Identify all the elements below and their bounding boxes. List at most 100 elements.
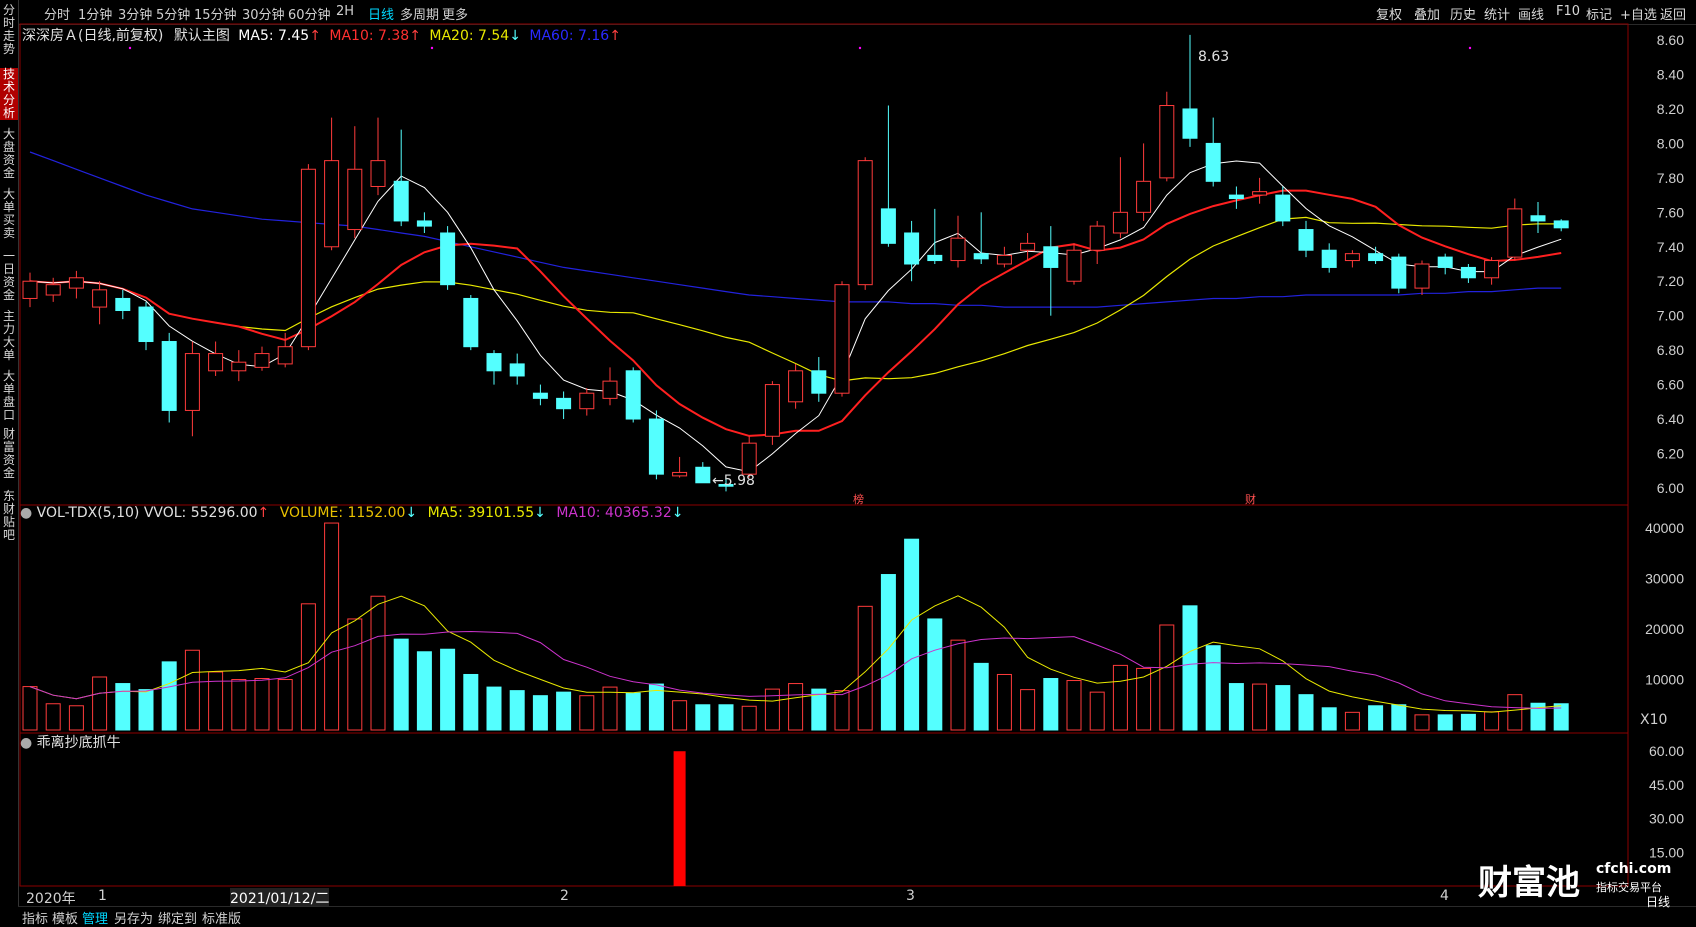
logo-site: cfchi.com xyxy=(1596,861,1672,877)
period-tab[interactable]: 30分钟 xyxy=(242,8,285,23)
tool-button[interactable]: 返回 xyxy=(1660,8,1687,23)
indicator-name[interactable]: 乖离抄底抓牛 xyxy=(36,735,121,751)
side-tab[interactable]: 大单盘口 xyxy=(2,369,15,422)
candle-down xyxy=(486,353,502,372)
candle-down xyxy=(161,341,177,411)
bottom-toolbar: 指标 模板 管理 另存为 绑定到 标准版 xyxy=(18,906,1696,927)
tool-button[interactable]: 历史 xyxy=(1450,8,1477,23)
candle-up xyxy=(950,237,966,262)
volume-bar xyxy=(370,595,386,731)
candle-down xyxy=(880,208,896,244)
tool-button[interactable]: 标记 xyxy=(1586,8,1613,23)
marker-dot xyxy=(858,46,862,50)
candle-up xyxy=(45,284,61,296)
side-tab[interactable]: 一日资金 xyxy=(2,249,15,302)
period-tab[interactable]: 多周期 xyxy=(400,8,440,23)
candle-up xyxy=(277,346,293,365)
volume-bar xyxy=(463,673,479,731)
candle-down xyxy=(625,370,641,420)
tool-button[interactable]: 画线 xyxy=(1518,8,1545,23)
tool-button[interactable]: 统计 xyxy=(1484,8,1511,23)
template-name[interactable]: 默认主图 xyxy=(173,28,230,44)
candle-up xyxy=(857,160,873,286)
tool-button[interactable]: +自选 xyxy=(1620,8,1657,23)
side-tab[interactable]: 大单买卖 xyxy=(2,187,15,240)
indicator-axis-tick: 60.00 xyxy=(1649,743,1684,759)
volume-ma10-line xyxy=(29,630,1562,709)
side-tab[interactable]: 东财贴吧 xyxy=(2,489,15,542)
candle-up xyxy=(834,284,850,394)
volume-axis-tick: 20000 xyxy=(1645,621,1684,637)
price-axis-tick: 8.20 xyxy=(1657,101,1684,117)
tool-button[interactable]: F10 xyxy=(1556,4,1581,19)
bottom-menu-item[interactable]: 另存为 xyxy=(114,912,154,927)
bottom-menu-item[interactable]: 指标 xyxy=(22,912,49,927)
side-tab[interactable]: 分时走势 xyxy=(2,3,15,56)
price-axis-tick: 8.00 xyxy=(1657,135,1684,151)
volume-bar xyxy=(300,603,316,731)
volume-indicator-name[interactable]: VOL-TDX(5,10) xyxy=(36,505,140,521)
x-label-month-1: 1 xyxy=(98,888,107,904)
side-tab[interactable]: 大盘资金 xyxy=(2,127,15,180)
price-axis-tick: 6.80 xyxy=(1657,342,1684,358)
candle-down xyxy=(718,483,734,487)
volume-bar xyxy=(393,638,409,731)
up-arrow-icon: ↑ xyxy=(609,28,621,44)
volume-axis-tick: 30000 xyxy=(1645,571,1684,587)
side-tab[interactable]: 技术分析 xyxy=(0,68,18,120)
vvol-value: VVOL: 55296.00 xyxy=(143,505,258,521)
candle-down xyxy=(811,370,827,394)
candle-up xyxy=(1020,242,1036,251)
tool-button[interactable]: 复权 xyxy=(1376,8,1403,23)
period-tab[interactable]: 60分钟 xyxy=(288,8,331,23)
candle-up xyxy=(324,160,340,248)
bottom-menu-item[interactable]: 标准版 xyxy=(202,912,242,927)
logo-main: 财富池 xyxy=(1478,863,1580,903)
ma20-legend: MA20: 7.54 xyxy=(429,28,510,44)
period-tab[interactable]: 分时 xyxy=(44,8,71,23)
marker-bang[interactable]: 榜 xyxy=(853,493,864,506)
candle-down xyxy=(1437,256,1453,268)
candle-down xyxy=(1182,108,1198,139)
bottom-menu-item[interactable]: 管理 xyxy=(82,912,109,927)
side-tab[interactable]: 财富资金 xyxy=(2,427,15,480)
volume-bar xyxy=(347,618,363,731)
volume-bar xyxy=(764,688,780,731)
candle-up xyxy=(300,168,316,348)
ma5-legend: MA5: 7.45 xyxy=(238,28,310,44)
tool-button[interactable]: 叠加 xyxy=(1414,8,1441,23)
ma5-line xyxy=(29,160,1562,473)
volume-bar xyxy=(1252,683,1268,731)
volume-bar xyxy=(115,683,131,731)
bottom-menu-item[interactable]: 模板 xyxy=(52,912,79,927)
x-label-year: 2020年 xyxy=(26,891,76,907)
period-tab[interactable]: 日线 xyxy=(368,8,395,23)
period-tab[interactable]: 15分钟 xyxy=(194,8,237,23)
volume-bar xyxy=(277,679,293,731)
candle-up xyxy=(1414,263,1430,289)
marker-cai[interactable]: 财 xyxy=(1245,493,1256,506)
volume-axis-tick: 10000 xyxy=(1645,672,1684,688)
period-tab[interactable]: 5分钟 xyxy=(156,8,191,23)
volume-bar xyxy=(440,648,456,731)
price-axis-tick: 7.60 xyxy=(1657,204,1684,220)
volume-bar xyxy=(254,678,270,731)
volume-bar xyxy=(857,605,873,731)
period-tab[interactable]: 1分钟 xyxy=(78,8,113,23)
period-tab[interactable]: 更多 xyxy=(442,8,469,23)
candle-down xyxy=(115,297,131,312)
candle-down xyxy=(695,466,711,484)
volume-bar xyxy=(1553,703,1569,731)
period-tab[interactable]: 3分钟 xyxy=(118,8,153,23)
side-tab[interactable]: 主力大单 xyxy=(2,309,15,362)
marker-dot xyxy=(430,46,434,50)
candle-down xyxy=(1275,194,1291,222)
period-tab[interactable]: 2H xyxy=(336,4,355,19)
candle-down xyxy=(509,363,525,377)
settings-icon[interactable]: ● xyxy=(20,735,33,751)
settings-icon[interactable]: ● xyxy=(20,505,33,521)
bottom-menu-item[interactable]: 绑定到 xyxy=(158,912,198,927)
period-toolbar: 分时 1分钟 3分钟 5分钟 15分钟 30分钟 60分钟 2H 日线 多周期 更多 复权 叠加 历史统… xyxy=(0,0,1696,25)
candle-down xyxy=(1553,220,1569,229)
